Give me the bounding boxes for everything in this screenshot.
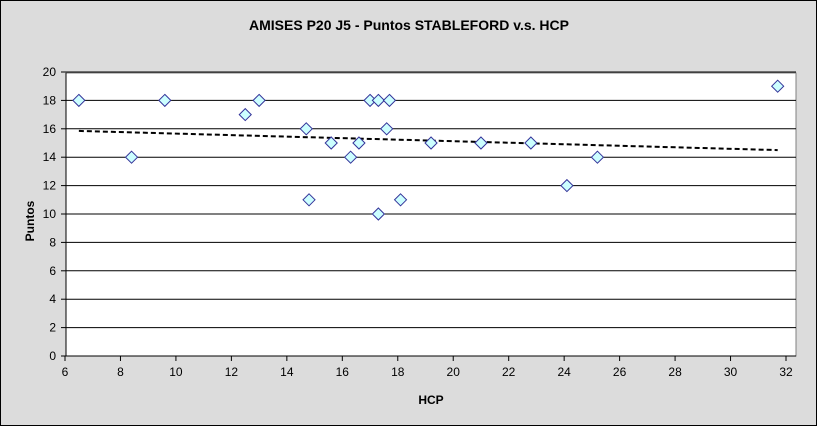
x-tick-label: 10 <box>169 365 183 379</box>
data-point <box>238 107 252 122</box>
data-point <box>252 93 266 108</box>
x-tick-label: 14 <box>280 365 294 379</box>
data-point <box>474 136 488 150</box>
trendline <box>78 129 778 152</box>
y-axis-label: Puntos <box>23 200 37 241</box>
y-tick-label: 12 <box>43 179 57 193</box>
data-point <box>379 122 394 136</box>
data-point <box>382 93 397 108</box>
x-tick-label: 12 <box>225 365 239 379</box>
data-point <box>393 193 408 207</box>
chart-title: AMISES P20 J5 - Puntos STABLEFORD v.s. H… <box>249 17 569 33</box>
data-point <box>158 93 172 108</box>
data-point <box>590 150 605 164</box>
y-tick-label: 10 <box>43 207 57 221</box>
data-point <box>343 150 358 164</box>
data-point <box>124 150 139 164</box>
y-tick-label: 14 <box>43 150 57 164</box>
data-point <box>424 136 438 150</box>
y-tick-label: 20 <box>43 65 57 79</box>
data-point <box>371 93 386 108</box>
y-tick-label: 18 <box>43 93 57 107</box>
y-tick-label: 2 <box>49 321 56 335</box>
x-tick-label: 16 <box>336 365 350 379</box>
x-tick-label: 28 <box>668 365 682 379</box>
data-point <box>524 136 538 150</box>
x-tick-label: 20 <box>447 365 461 379</box>
data-point <box>560 178 574 193</box>
y-tick-label: 0 <box>49 349 56 363</box>
x-tick-label: 6 <box>62 365 69 379</box>
x-axis-label: HCP <box>418 393 443 407</box>
x-tick-label: 22 <box>502 365 516 379</box>
y-tick-label: 16 <box>43 122 57 136</box>
x-tick-label: 32 <box>779 365 793 379</box>
data-point <box>770 79 785 93</box>
data-point <box>352 136 366 150</box>
y-tick-label: 6 <box>49 264 56 278</box>
data-point <box>324 136 338 150</box>
data-point <box>72 93 86 108</box>
x-tick-label: 30 <box>724 365 738 379</box>
x-tick-label: 8 <box>117 365 124 379</box>
y-tick-label: 4 <box>49 292 56 306</box>
x-tick-label: 26 <box>613 365 627 379</box>
x-tick-label: 24 <box>557 365 571 379</box>
x-tick-label: 18 <box>391 365 405 379</box>
data-point <box>371 207 386 221</box>
data-point <box>299 122 313 136</box>
data-point <box>302 193 316 207</box>
y-tick-label: 8 <box>49 235 56 249</box>
